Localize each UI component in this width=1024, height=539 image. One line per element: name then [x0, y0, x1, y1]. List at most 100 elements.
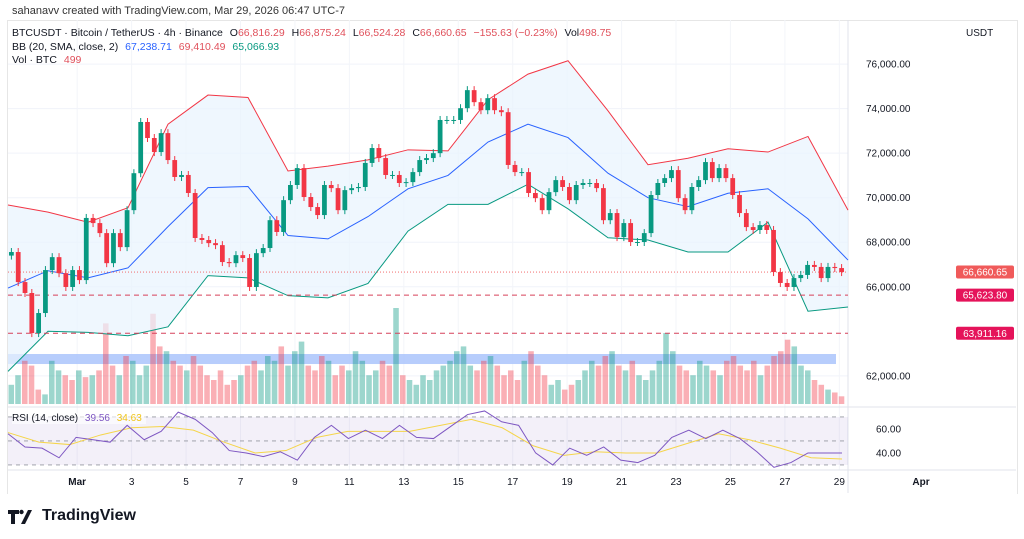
price-tick-label: 66,000.00 [866, 282, 911, 293]
volume-bar [89, 375, 96, 404]
volume-bar [737, 365, 744, 404]
candle [158, 133, 164, 153]
candle [750, 227, 756, 230]
candle [655, 182, 661, 196]
time-tick-label: Apr [912, 477, 929, 488]
volume-bar [460, 346, 467, 404]
candle [471, 90, 477, 103]
rsi-label[interactable]: RSI (14, close) [12, 413, 79, 424]
candle [607, 213, 613, 221]
bb-upper-value: 69,410.49 [178, 41, 226, 53]
volume-bar [764, 365, 771, 404]
last-price-tag-bg [956, 265, 1014, 279]
candle [505, 112, 511, 165]
volume-bar [170, 360, 177, 404]
volume-bar [697, 360, 703, 404]
volume-bar [514, 380, 521, 404]
volume-bar [265, 356, 271, 404]
volume-bar [143, 365, 150, 404]
candle [165, 133, 171, 161]
volume-bar [130, 360, 136, 404]
price-tick-label: 74,000.00 [866, 104, 911, 115]
rsi-tick-label: 60.00 [876, 424, 901, 435]
volume-bar [663, 332, 669, 404]
symbol-title[interactable]: BTCUSDT · Bitcoin / TetherUS · 4h · Bina… [12, 27, 223, 39]
candle [757, 225, 763, 230]
candle [601, 188, 606, 221]
rsi-ma-line [7, 418, 843, 460]
volume-bar [197, 365, 204, 404]
candle [192, 193, 198, 238]
volume-bar [8, 384, 15, 404]
price-tick-label: 70,000.00 [866, 193, 911, 204]
volume-bar [339, 365, 345, 404]
volume-bar [751, 360, 757, 404]
volume-bar [163, 351, 170, 404]
volume-bar [535, 365, 541, 404]
candle [124, 210, 130, 248]
volume-bar [224, 384, 231, 404]
candle [185, 174, 191, 194]
candle [240, 255, 246, 259]
volume-bar [805, 370, 811, 404]
volume-bar [784, 339, 791, 404]
volume-bar [359, 360, 366, 404]
candle [519, 172, 525, 174]
tradingview-logo: TradingView [8, 507, 136, 525]
candle [703, 162, 708, 181]
volume-bar [352, 351, 359, 404]
volume-bar [96, 370, 102, 404]
price-tick-label: 62,000.00 [866, 371, 911, 382]
volume-bar [150, 313, 156, 404]
candle [444, 119, 450, 121]
candle [233, 255, 239, 264]
volume-bar [55, 370, 62, 404]
volume-bar [258, 370, 264, 404]
candle [396, 174, 402, 183]
candle [532, 193, 538, 199]
candle [43, 270, 48, 314]
volume-label[interactable]: Vol · BTC [12, 54, 57, 66]
volume-bar [818, 384, 825, 404]
volume-bar [757, 375, 764, 404]
candle [662, 178, 668, 183]
candle [342, 190, 348, 211]
candle [403, 182, 409, 184]
volume-bar [703, 365, 710, 404]
level-price-tag-bg [956, 288, 1014, 302]
candle [682, 198, 688, 211]
candle [328, 184, 334, 189]
candle [219, 245, 225, 263]
rsi-tick-label: 40.00 [876, 448, 901, 459]
candle [437, 119, 443, 154]
candle [798, 274, 804, 279]
volume-bar [508, 370, 514, 404]
volume-bar [562, 389, 568, 404]
candle [63, 273, 69, 287]
candle [56, 257, 62, 274]
volume-bar [373, 370, 379, 404]
candle [737, 195, 742, 214]
candle [560, 180, 565, 188]
bb-label[interactable]: BB (20, SMA, close, 2) [12, 41, 119, 53]
volume-bar [231, 380, 237, 404]
time-tick-label: 29 [834, 477, 846, 488]
rsi-ma-value: 34.63 [116, 413, 142, 424]
candle [791, 278, 797, 287]
volume-bar [325, 360, 332, 404]
volume-bar [832, 392, 838, 404]
time-tick-label: 17 [507, 477, 519, 488]
volume-bar [116, 375, 123, 404]
candle [784, 282, 790, 287]
volume-bar [346, 370, 352, 404]
candle [771, 229, 776, 273]
volume-bar [204, 375, 210, 404]
candle [15, 252, 21, 283]
candle [145, 121, 150, 139]
volume-bar [136, 375, 143, 404]
volume-bar [393, 308, 399, 404]
volume-bar [123, 356, 129, 404]
candle [648, 195, 654, 234]
candle [539, 198, 545, 211]
